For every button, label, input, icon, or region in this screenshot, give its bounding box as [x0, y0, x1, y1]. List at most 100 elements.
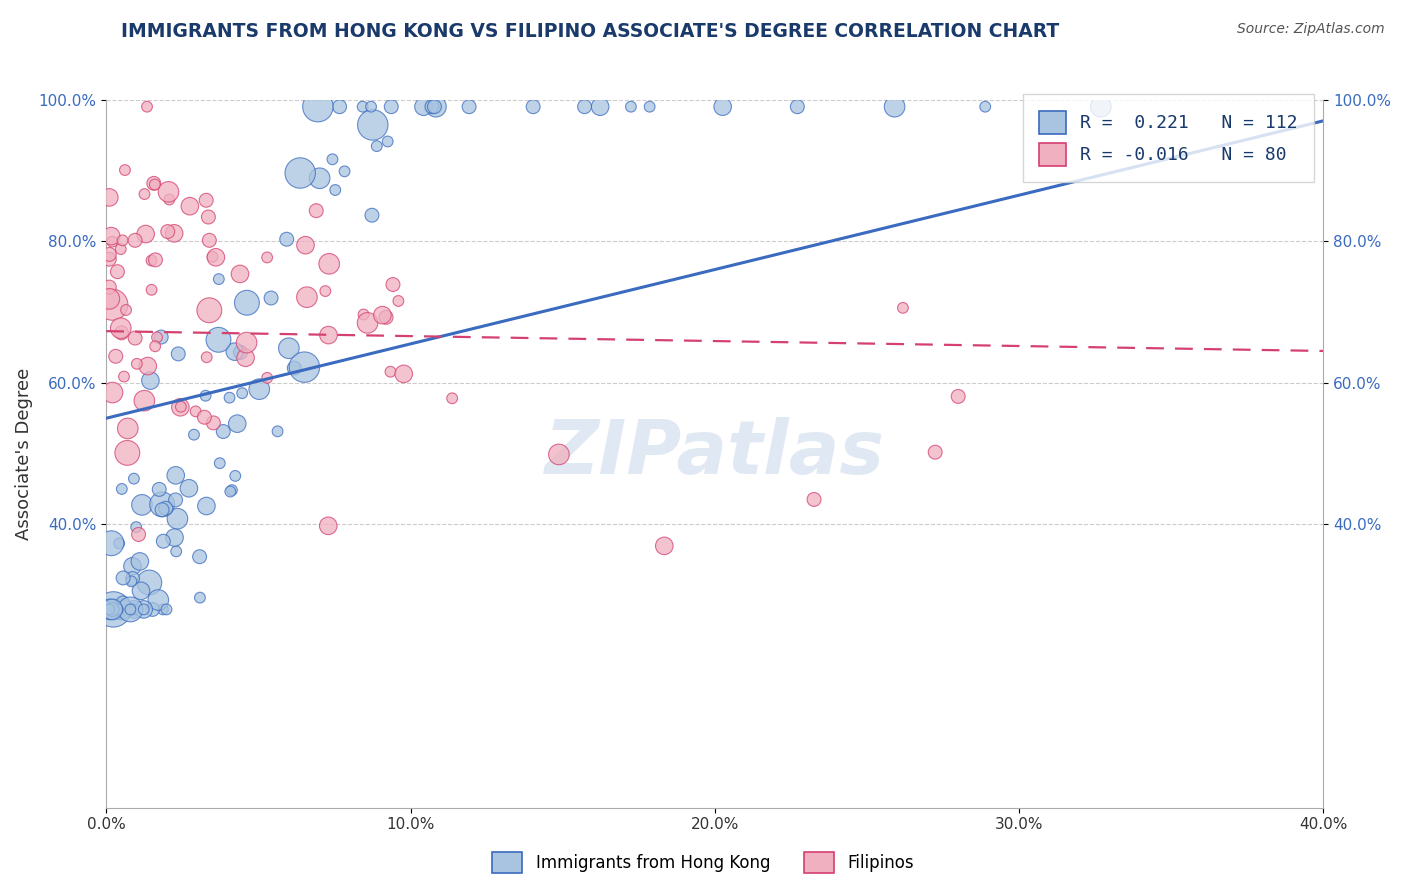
Point [360, 100, 382, 114]
Point [111, 233, 134, 247]
Point [148, 483, 170, 497]
Point [266, 425, 288, 439]
Point [98, 602, 121, 616]
Point [155, 501, 177, 516]
Point [208, 272, 231, 286]
Point [316, 518, 339, 533]
Point [157, 193, 180, 207]
Point [124, 602, 146, 616]
Point [163, 227, 186, 241]
Point [141, 283, 163, 297]
Text: Source: ZipAtlas.com: Source: ZipAtlas.com [1237, 22, 1385, 37]
Point [100, 602, 122, 616]
Point [224, 344, 246, 359]
Legend: Immigrants from Hong Kong, Filipinos: Immigrants from Hong Kong, Filipinos [485, 846, 921, 880]
Point [277, 341, 299, 355]
Point [308, 171, 330, 186]
Point [117, 421, 139, 435]
Point [108, 536, 131, 550]
Point [1090, 100, 1112, 114]
Point [256, 371, 278, 385]
Point [165, 468, 187, 483]
Point [107, 265, 129, 279]
Point [202, 416, 225, 430]
Point [111, 596, 134, 610]
Point [155, 602, 177, 616]
Point [124, 233, 146, 247]
Point [122, 602, 145, 616]
Point [352, 100, 374, 114]
Point [425, 100, 447, 114]
Point [229, 345, 252, 359]
Point [170, 400, 193, 414]
Point [101, 602, 124, 616]
Point [235, 351, 257, 365]
Point [167, 347, 190, 361]
Point [522, 100, 544, 114]
Point [134, 187, 156, 202]
Point [276, 232, 298, 246]
Point [156, 225, 179, 239]
Point [124, 331, 146, 345]
Point [98, 190, 121, 204]
Point [574, 100, 596, 114]
Point [152, 534, 174, 549]
Point [786, 100, 808, 114]
Point [803, 492, 825, 507]
Point [136, 359, 159, 373]
Point [371, 308, 394, 322]
Point [132, 602, 155, 616]
Point [184, 404, 207, 418]
Point [134, 393, 156, 408]
Point [110, 321, 132, 335]
Point [380, 365, 402, 379]
Point [150, 330, 173, 344]
Point [165, 492, 187, 507]
Point [105, 602, 128, 616]
Point [121, 559, 143, 574]
Point [290, 166, 312, 180]
Text: ZIPatlas: ZIPatlas [544, 417, 884, 490]
Point [103, 602, 125, 616]
Point [110, 242, 132, 256]
Point [112, 369, 135, 384]
Point [333, 164, 356, 178]
Point [292, 360, 315, 375]
Point [138, 575, 160, 590]
Point [197, 210, 219, 224]
Point [98, 292, 121, 306]
Point [100, 229, 122, 244]
Point [101, 298, 124, 312]
Point [323, 183, 346, 197]
Point [423, 100, 446, 114]
Point [98, 252, 121, 267]
Point [104, 349, 127, 363]
Point [318, 328, 340, 343]
Text: IMMIGRANTS FROM HONG KONG VS FILIPINO ASSOCIATE'S DEGREE CORRELATION CHART: IMMIGRANTS FROM HONG KONG VS FILIPINO AS… [121, 22, 1060, 41]
Point [212, 425, 235, 439]
Point [256, 251, 278, 265]
Point [107, 602, 129, 616]
Point [231, 386, 253, 401]
Point [135, 227, 157, 241]
Point [107, 602, 129, 616]
Point [177, 481, 200, 495]
Point [924, 445, 946, 459]
Point [129, 583, 152, 598]
Point [229, 267, 252, 281]
Point [366, 139, 388, 153]
Point [353, 308, 375, 322]
Point [420, 100, 443, 114]
Point [183, 427, 205, 442]
Point [110, 602, 132, 616]
Point [361, 208, 384, 222]
Point [224, 469, 246, 483]
Point [883, 100, 905, 114]
Point [412, 100, 434, 114]
Point [110, 326, 132, 340]
Point [458, 100, 481, 114]
Point [101, 235, 124, 249]
Point [188, 591, 211, 605]
Point [103, 602, 125, 616]
Point [112, 571, 135, 585]
